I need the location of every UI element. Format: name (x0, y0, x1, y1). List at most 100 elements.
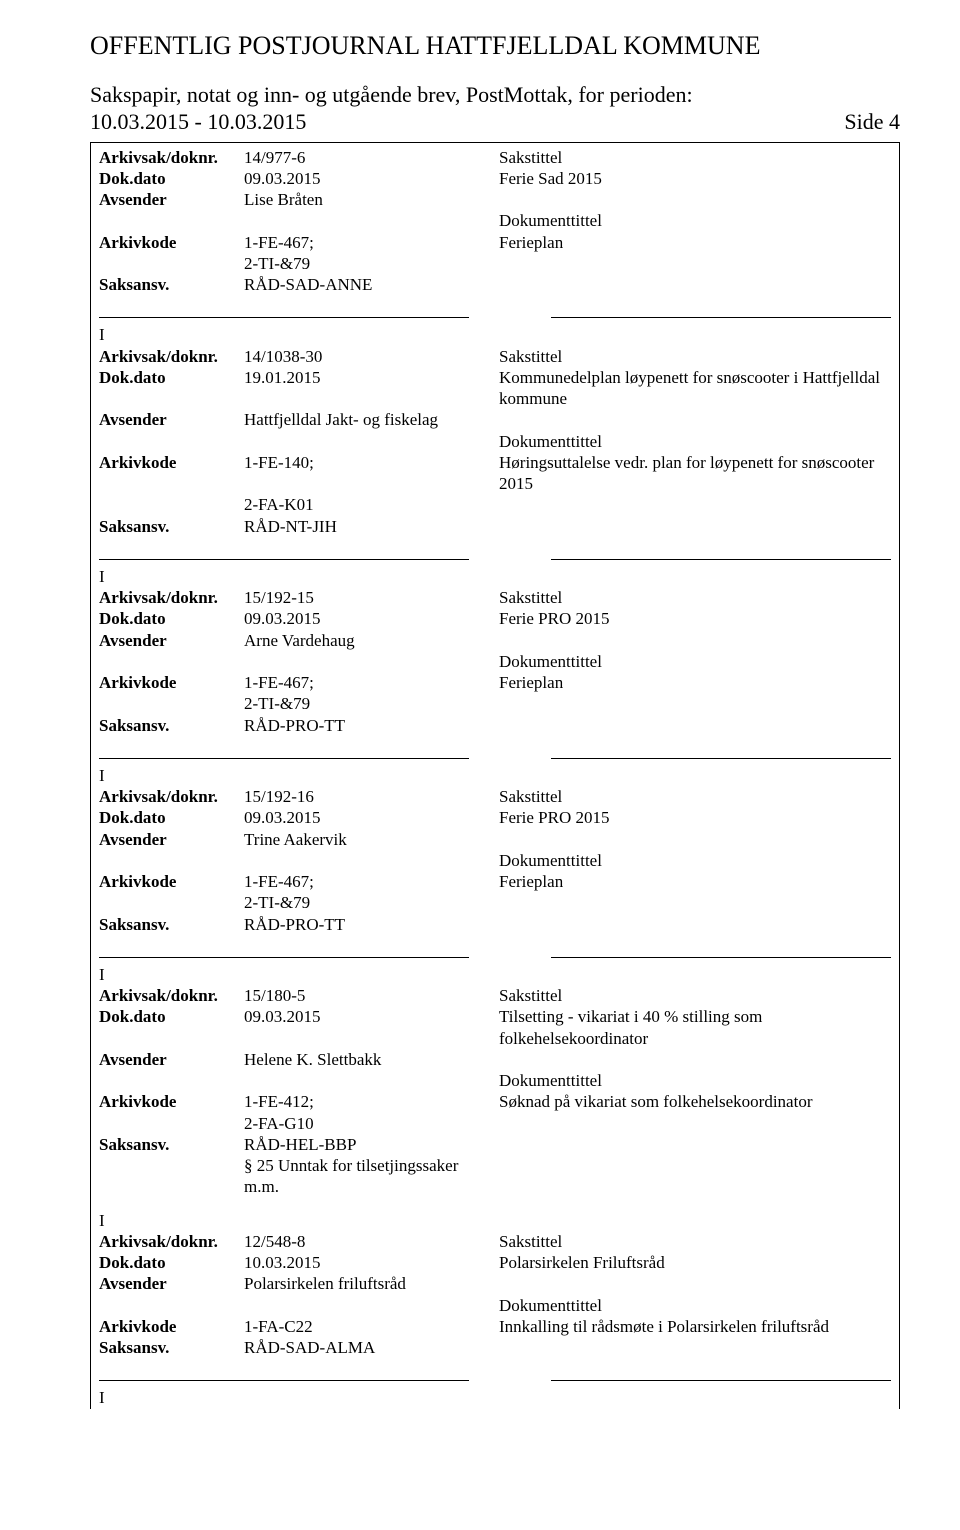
value-arkivkode2: 2-TI-&79 (244, 693, 499, 714)
label-arkivsak: Arkivsak/doknr. (99, 985, 244, 1006)
divider-right (551, 758, 891, 759)
label-sakstittel: Sakstittel (499, 147, 891, 168)
value-dokdato: 09.03.2015 (244, 608, 499, 629)
entry-row-saksansv: Saksansv.RÅD-NT-JIH (91, 516, 899, 537)
label-avsender: Avsender (99, 409, 244, 430)
label-avsender: Avsender (99, 829, 244, 850)
value-sakstittel: Polarsirkelen Friluftsråd (499, 1252, 891, 1273)
value-avsender: Trine Aakervik (244, 829, 499, 850)
entry-row-arkivkode: Arkivkode1-FE-467;Ferieplan (91, 232, 899, 253)
value-extra: § 25 Unntak for tilsetjingssaker (244, 1155, 499, 1176)
entry-row-arkivkode2: 2-TI-&79 (91, 693, 899, 714)
i-marker: I (91, 964, 899, 985)
entry-row-extra2: m.m. (91, 1176, 899, 1197)
value-arkivkode: 1-FE-467; (244, 232, 499, 253)
entry-row-doktittel-label: Dokumenttittel (91, 210, 899, 231)
value-sakstittel: Ferie Sad 2015 (499, 168, 891, 189)
label-arkivkode: Arkivkode (99, 452, 244, 495)
label-dokdato: Dok.dato (99, 367, 244, 410)
entry-row-avsender: AvsenderLise Bråten (91, 189, 899, 210)
label-dokumenttittel: Dokumenttittel (499, 1070, 891, 1091)
entry-row-arkivkode2: 2-FA-K01 (91, 494, 899, 515)
label-arkivkode: Arkivkode (99, 871, 244, 892)
value-avsender: Arne Vardehaug (244, 630, 499, 651)
entry-row-arkivkode: Arkivkode1-FE-140;Høringsuttalelse vedr.… (91, 452, 899, 495)
label-dokdato: Dok.dato (99, 1006, 244, 1049)
label-dokdato: Dok.dato (99, 168, 244, 189)
label-arkivkode: Arkivkode (99, 672, 244, 693)
entry-row-doktittel-label: Dokumenttittel (91, 1295, 899, 1316)
value-avsender: Lise Bråten (244, 189, 499, 210)
value-dokdato: 09.03.2015 (244, 807, 499, 828)
label-dokdato: Dok.dato (99, 1252, 244, 1273)
value-doknr: 14/977-6 (244, 147, 499, 168)
entry-row-dokdato: Dok.dato19.01.2015Kommunedelplan løypene… (91, 367, 899, 410)
value-doktittel: Høringsuttalelse vedr. plan for løypenet… (499, 452, 891, 495)
value-doknr: 15/180-5 (244, 985, 499, 1006)
value-dokdato: 10.03.2015 (244, 1252, 499, 1273)
entry-row-avsender: AvsenderTrine Aakervik (91, 829, 899, 850)
entry-row-arkivkode: Arkivkode1-FE-467;Ferieplan (91, 871, 899, 892)
journal-entry: Arkivsak/doknr.15/192-15SakstittelDok.da… (91, 587, 899, 748)
page-subtitle: Sakspapir, notat og inn- og utgående bre… (90, 81, 770, 136)
entry-row-dokdato: Dok.dato10.03.2015Polarsirkelen Frilufts… (91, 1252, 899, 1273)
label-sakstittel: Sakstittel (499, 786, 891, 807)
entry-row-arkivkode: Arkivkode1-FE-467;Ferieplan (91, 672, 899, 693)
i-marker: I (91, 566, 899, 587)
label-arkivsak: Arkivsak/doknr. (99, 346, 244, 367)
entry-row-doktittel-label: Dokumenttittel (91, 651, 899, 672)
label-dokumenttittel: Dokumenttittel (499, 431, 891, 452)
divider-left (99, 1380, 469, 1381)
entry-row-dokdato: Dok.dato09.03.2015Tilsetting - vikariat … (91, 1006, 899, 1049)
value-arkivkode: 1-FE-467; (244, 871, 499, 892)
entry-row-arkivkode: Arkivkode1-FE-412;Søknad på vikariat som… (91, 1091, 899, 1112)
value-arkivkode2: 2-TI-&79 (244, 892, 499, 913)
value-doktittel: Ferieplan (499, 672, 891, 693)
label-arkivkode: Arkivkode (99, 232, 244, 253)
value-arkivkode: 1-FE-140; (244, 452, 499, 495)
divider-left (99, 559, 469, 560)
value-doktittel: Ferieplan (499, 871, 891, 892)
entry-row-saksansv: Saksansv.RÅD-PRO-TT (91, 715, 899, 736)
label-dokumenttittel: Dokumenttittel (499, 1295, 891, 1316)
value-doktittel: Innkalling til rådsmøte i Polarsirkelen … (499, 1316, 891, 1337)
value-doktittel: Ferieplan (499, 232, 891, 253)
entry-row-arkivsak: Arkivsak/doknr.14/1038-30Sakstittel (91, 346, 899, 367)
divider-left (99, 758, 469, 759)
label-dokumenttittel: Dokumenttittel (499, 210, 891, 231)
value-sakstittel: Kommunedelplan løypenett for snøscooter … (499, 367, 891, 410)
journal-entry: Arkivsak/doknr.14/977-6SakstittelDok.dat… (91, 147, 899, 308)
entry-row-saksansv: Saksansv.RÅD-SAD-ANNE (91, 274, 899, 295)
entry-row-arkivkode2: 2-TI-&79 (91, 892, 899, 913)
label-sakstittel: Sakstittel (499, 985, 891, 1006)
entry-row-extra: § 25 Unntak for tilsetjingssaker (91, 1155, 899, 1176)
label-avsender: Avsender (99, 189, 244, 210)
entry-row-arkivsak: Arkivsak/doknr.12/548-8Sakstittel (91, 1231, 899, 1252)
value-doknr: 12/548-8 (244, 1231, 499, 1252)
entry-row-saksansv: Saksansv.RÅD-HEL-BBP (91, 1134, 899, 1155)
page-number: Side 4 (844, 108, 900, 136)
entry-row-avsender: AvsenderArne Vardehaug (91, 630, 899, 651)
value-arkivkode: 1-FA-C22 (244, 1316, 499, 1337)
label-arkivsak: Arkivsak/doknr. (99, 147, 244, 168)
label-avsender: Avsender (99, 1049, 244, 1070)
value-saksansv: RÅD-HEL-BBP (244, 1134, 499, 1155)
label-saksansv: Saksansv. (99, 715, 244, 736)
i-marker: I (91, 765, 899, 786)
label-arkivkode: Arkivkode (99, 1091, 244, 1112)
entry-row-doktittel-label: Dokumenttittel (91, 850, 899, 871)
journal-entry: Arkivsak/doknr.12/548-8SakstittelDok.dat… (91, 1231, 899, 1371)
divider-right (551, 559, 891, 560)
 (499, 1273, 891, 1294)
value-extra2: m.m. (244, 1176, 499, 1197)
value-saksansv: RÅD-SAD-ANNE (244, 274, 499, 295)
entry-row-arkivsak: Arkivsak/doknr.14/977-6Sakstittel (91, 147, 899, 168)
label-saksansv: Saksansv. (99, 516, 244, 537)
value-arkivkode2: 2-FA-G10 (244, 1113, 499, 1134)
i-marker: I (91, 1210, 899, 1231)
entry-row-dokdato: Dok.dato09.03.2015Ferie PRO 2015 (91, 807, 899, 828)
 (499, 189, 891, 210)
entry-row-arkivkode2: 2-TI-&79 (91, 253, 899, 274)
label-arkivkode: Arkivkode (99, 1316, 244, 1337)
entry-row-arkivkode2: 2-FA-G10 (91, 1113, 899, 1134)
